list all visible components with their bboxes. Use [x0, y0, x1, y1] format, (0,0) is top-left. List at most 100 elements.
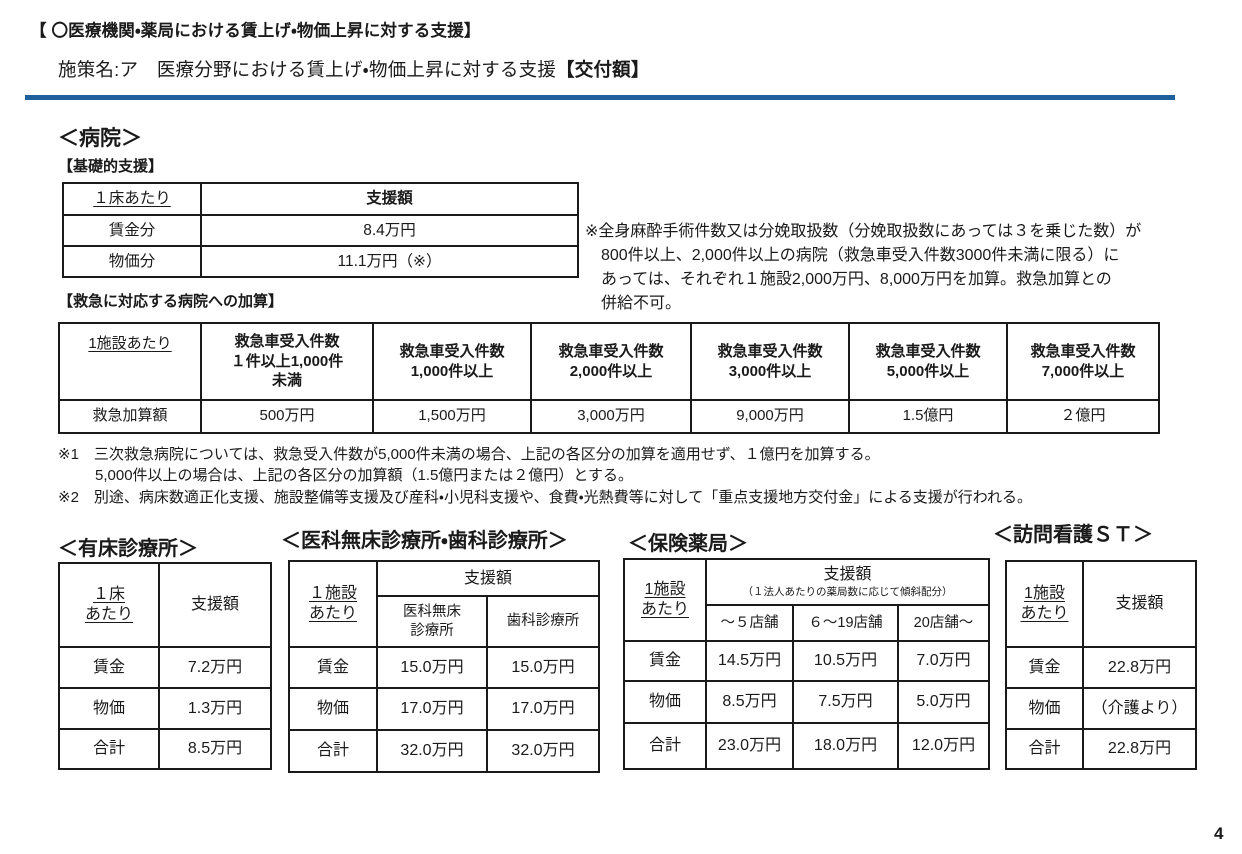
section-title-visiting-nurse: ＜訪問看護ＳＴ＞ — [993, 524, 1153, 546]
row-header-cell: 賃金 — [58, 646, 160, 689]
column-header-cell: ６～19店舗 — [792, 604, 899, 642]
column-header-cell: 救急車受入件数 5,000件以上 — [848, 322, 1008, 401]
row-header-cell: 物価 — [58, 687, 160, 730]
outpatient-dental-table: １施設 あたり 支援額 医科無床 診療所 歯科診療所 賃金 15.0万円 15.… — [288, 560, 600, 773]
column-header-cell: 20店舗～ — [897, 604, 990, 642]
corner-header-cell: １床あたり — [62, 182, 202, 216]
table-subheader-row: ～５店舗 ６～19店舗 20店舗～ — [624, 604, 990, 642]
corner-header-cell: １施設 あたり — [288, 560, 378, 648]
value-cell: 22.8万円 — [1082, 728, 1197, 770]
emergency-hospital-addition-table: 1施設あたり 救急車受入件数 １件以上1,000件 未満 救急車受入件数 1,0… — [58, 322, 1160, 434]
row-header-cell: 物価 — [288, 687, 378, 731]
row-header-cell: 合計 — [58, 728, 160, 770]
row-header-cell: 物価 — [623, 680, 707, 724]
row-header-cell: 合計 — [623, 722, 707, 770]
column-header-cell: 救急車受入件数 2,000件以上 — [530, 322, 692, 401]
table-row: 賃金分 8.4万円 — [62, 214, 579, 247]
row-header-cell: 救急加算額 — [58, 399, 202, 434]
value-cell: 8.4万円 — [200, 214, 579, 247]
pharmacy-table: 1施設 あたり 支援額 （１法人あたりの薬局数に応じて傾斜配分） ～５店舗 ６～… — [623, 558, 990, 770]
value-cell: 500万円 — [200, 399, 374, 434]
row-header-cell: 合計 — [288, 729, 378, 773]
table-row: 物価 17.0万円 17.0万円 — [288, 687, 600, 731]
value-cell: 9,000万円 — [690, 399, 850, 434]
value-cell: 8.5万円 — [705, 680, 794, 724]
value-cell: 17.0万円 — [486, 687, 600, 731]
column-header-cell: ～５店舗 — [705, 604, 794, 642]
column-header-cell: 救急車受入件数 3,000件以上 — [690, 322, 850, 401]
value-cell: 7.0万円 — [897, 640, 990, 682]
hospital-basic-support-table: １床あたり 支援額 賃金分 8.4万円 物価分 11.1万円（※） — [62, 182, 579, 278]
row-header-cell: 賃金 — [623, 640, 707, 682]
table-row: 物価 8.5万円 7.5万円 5.0万円 — [623, 680, 990, 724]
per-bed-label: １床あたり — [93, 190, 171, 208]
corner-header-cell: １床 あたり — [58, 562, 160, 648]
column-header-cell: 歯科診療所 — [486, 595, 600, 648]
value-cell: 1.5億円 — [848, 399, 1008, 434]
value-cell: 10.5万円 — [792, 640, 899, 682]
column-header-cell: 支援額 — [158, 562, 272, 648]
inpatient-clinic-table: １床 あたり 支援額 賃金 7.2万円 物価 1.3万円 合計 8.5万円 — [58, 562, 272, 770]
table-row: 合計 32.0万円 32.0万円 — [288, 729, 600, 773]
value-cell: 5.0万円 — [897, 680, 990, 724]
per-facility-label: １施設 あたり — [308, 585, 357, 622]
value-cell: 12.0万円 — [897, 722, 990, 770]
per-bed-label: １床 あたり — [84, 586, 133, 623]
corner-header-cell: 1施設あたり — [58, 322, 202, 401]
value-cell: ２億円 — [1006, 399, 1160, 434]
table-row: 合計 23.0万円 18.0万円 12.0万円 — [623, 722, 990, 770]
value-cell: （介護より） — [1082, 687, 1197, 730]
row-header-cell: 合計 — [1005, 728, 1084, 770]
page-header: 【 〇医療機関・薬局における賃上げ・物価上昇に対する支援】 — [30, 22, 481, 40]
policy-title-grant-amount: 【交付額】 — [556, 59, 650, 80]
support-amount-label: 支援額 — [823, 566, 872, 584]
value-cell: 18.0万円 — [792, 722, 899, 770]
table-row: 賃金 7.2万円 — [58, 646, 272, 689]
column-header-cell: 支援額 — [1082, 560, 1197, 648]
footnote-2: ※2 別途、病床数適正化支援、施設整備等支援及び産科・小児科支援や、食費・光熱費… — [58, 489, 1033, 506]
table-header-row: 1施設 あたり 支援額 — [1005, 560, 1197, 648]
table-subheader-row: 医科無床 診療所 歯科診療所 — [289, 595, 600, 648]
row-header-cell: 賃金 — [1005, 646, 1084, 689]
section-title-inpatient-clinic: ＜有床診療所＞ — [58, 538, 198, 560]
per-facility-label: 1施設 あたり — [1020, 585, 1069, 622]
row-header-cell: 賃金 — [288, 646, 378, 689]
blue-divider — [25, 95, 1175, 100]
row-header-cell: 物価 — [1005, 687, 1084, 730]
table-row: 賃金 15.0万円 15.0万円 — [288, 646, 600, 689]
corner-header-cell: 1施設 あたり — [1005, 560, 1084, 648]
value-cell: 15.0万円 — [376, 646, 488, 689]
per-facility-label: 1施設あたり — [88, 335, 172, 352]
asterisk-note: ※全身麻酔手術件数又は分娩取扱数（分娩取扱数にあっては３を乗じた数）が 800件… — [585, 223, 1142, 312]
column-header-cell: 医科無床 診療所 — [376, 595, 488, 648]
per-facility-label: 1施設 あたり — [640, 581, 689, 618]
table-header-row: 1施設あたり 救急車受入件数 １件以上1,000件 未満 救急車受入件数 1,0… — [58, 322, 1160, 401]
column-header-cell: 救急車受入件数 7,000件以上 — [1006, 322, 1160, 401]
value-cell: 32.0万円 — [376, 729, 488, 773]
value-cell: 7.2万円 — [158, 646, 272, 689]
visiting-nurse-table: 1施設 あたり 支援額 賃金 22.8万円 物価 （介護より） 合計 22.8万… — [1005, 560, 1197, 770]
section-title-hospital: ＜病院＞ — [58, 127, 142, 150]
label-emergency-addition: 【救急に対応する病院への加算】 — [58, 293, 284, 310]
table-row: 物価 （介護より） — [1005, 687, 1197, 730]
table-header-row: １床あたり 支援額 — [62, 182, 579, 216]
section-title-pharmacy: ＜保険薬局＞ — [628, 533, 748, 555]
section-title-outpatient-dental: ＜医科無床診療所・歯科診療所＞ — [281, 530, 568, 552]
table-row: 合計 8.5万円 — [58, 728, 272, 770]
page-number: 4 — [1214, 824, 1224, 843]
footnote-1: ※1 三次救急病院については、救急受入件数が5,000件未満の場合、上記の各区分… — [58, 446, 880, 485]
value-cell: 22.8万円 — [1082, 646, 1197, 689]
value-cell: 8.5万円 — [158, 728, 272, 770]
column-header-cell: 救急車受入件数 1,000件以上 — [372, 322, 532, 401]
value-cell: 7.5万円 — [792, 680, 899, 724]
corner-header-cell: 1施設 あたり — [623, 558, 707, 642]
table-header-row: １床 あたり 支援額 — [58, 562, 272, 648]
value-cell: 1.3万円 — [158, 687, 272, 730]
column-header-cell: 支援額 — [376, 560, 600, 597]
table-row: 物価 1.3万円 — [58, 687, 272, 730]
table-row: 合計 22.8万円 — [1005, 728, 1197, 770]
value-cell: 15.0万円 — [486, 646, 600, 689]
table-header-row: １施設 あたり 支援額 — [288, 560, 600, 648]
row-header-cell: 物価分 — [62, 245, 202, 278]
